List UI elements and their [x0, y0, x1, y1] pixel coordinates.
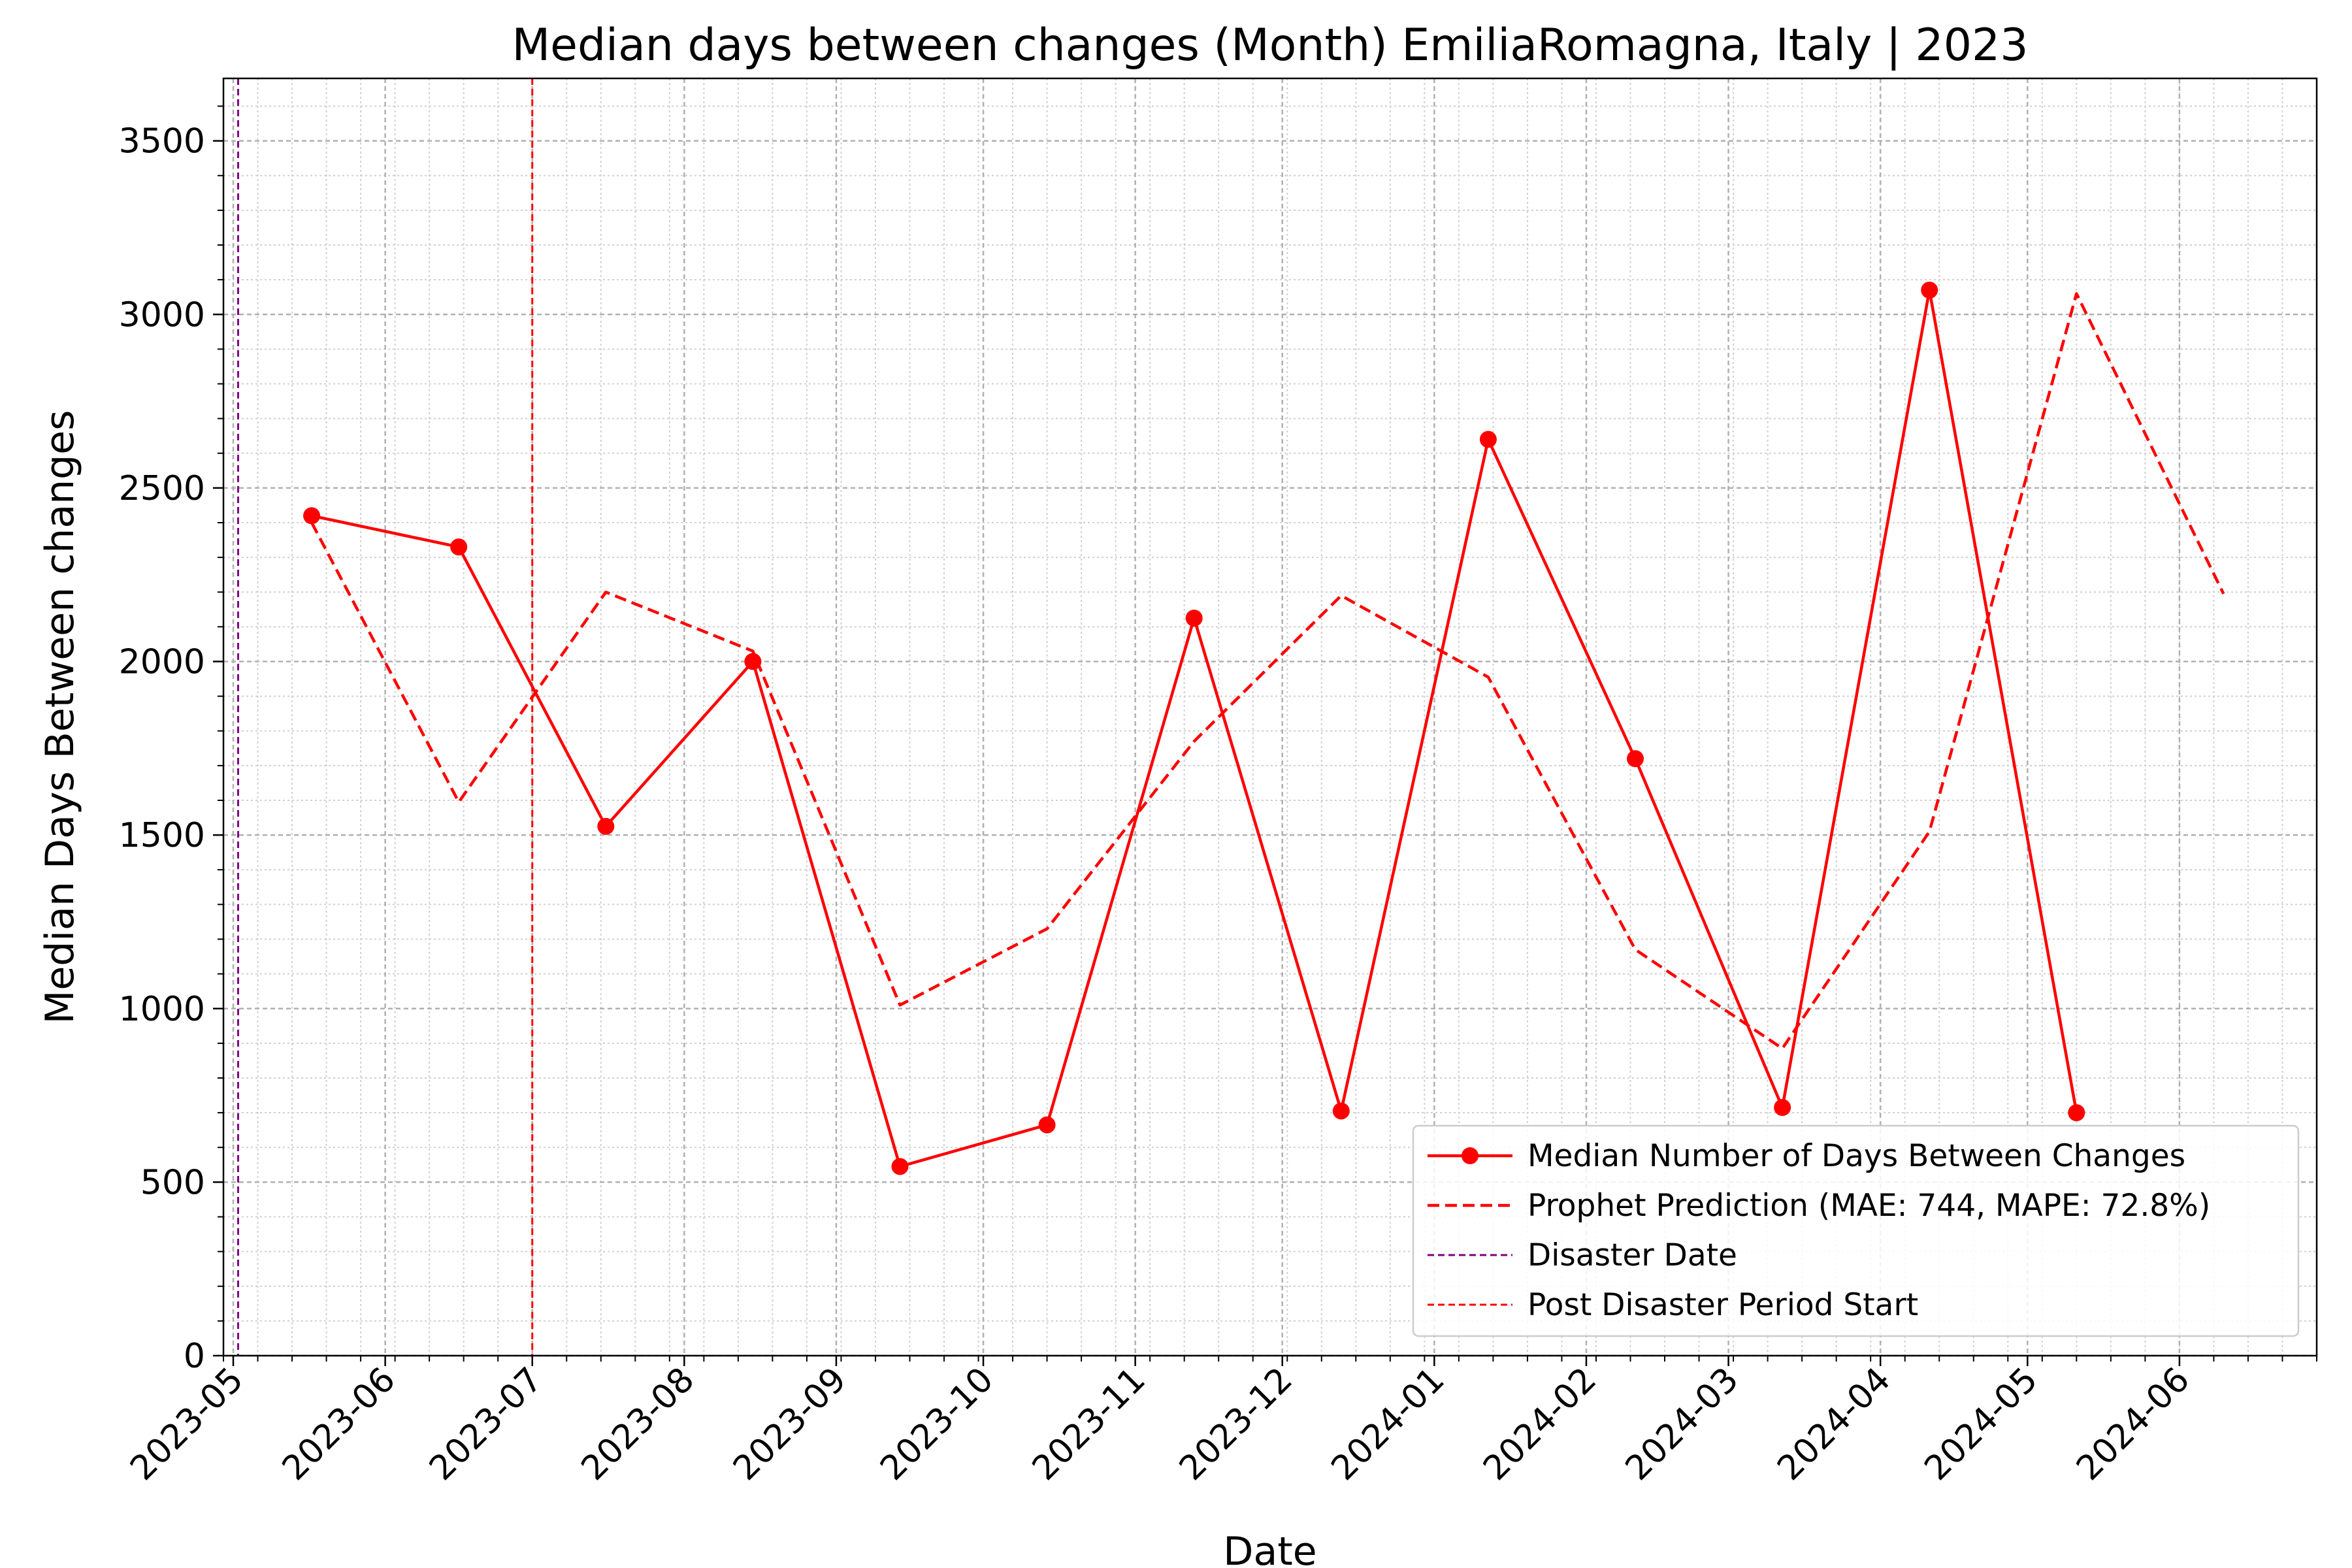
- observed-data-point: [744, 653, 762, 670]
- observed-data-point: [1185, 610, 1203, 627]
- observed-data-point: [1774, 1099, 1791, 1117]
- legend-label: Median Number of Days Between Changes: [1527, 1138, 2185, 1174]
- y-tick-label: 2000: [119, 643, 205, 682]
- observed-data-point: [303, 507, 321, 525]
- observed-data-point: [1038, 1116, 1056, 1134]
- legend: Median Number of Days Between Changes Pro…: [1412, 1124, 2300, 1337]
- chart-title: Median days between changes (Month) Emil…: [512, 20, 2029, 71]
- legend-label: Post Disaster Period Start: [1527, 1287, 1918, 1323]
- observed-data-point: [1627, 750, 1644, 768]
- y-tick-label: 3000: [119, 295, 205, 335]
- legend-box: [1412, 1124, 2300, 1337]
- observed-data-point: [450, 538, 468, 556]
- y-tick-label: 500: [140, 1163, 205, 1202]
- observed-data-point: [1332, 1102, 1350, 1120]
- legend-marker: [1462, 1147, 1478, 1164]
- observed-data-point: [1921, 282, 1938, 299]
- x-axis-title: Date: [1223, 1529, 1316, 1568]
- y-tick-label: 1000: [119, 990, 205, 1029]
- y-tick-label: 3500: [119, 122, 205, 161]
- observed-data-point: [2068, 1104, 2085, 1122]
- plot-frame: [222, 77, 2318, 1357]
- y-axis-title: Median Days Between changes: [37, 410, 83, 1024]
- observed-data-point: [891, 1158, 909, 1175]
- y-tick-label: 0: [184, 1337, 205, 1376]
- legend-label: Disaster Date: [1527, 1237, 1737, 1273]
- prediction-series-line: [310, 292, 2225, 1051]
- legend-label: Prophet Prediction (MAE: 744, MAPE: 72.8…: [1527, 1188, 2210, 1224]
- observed-data-point: [1479, 431, 1497, 448]
- y-tick-label: 1500: [119, 816, 205, 855]
- y-tick-label: 2500: [119, 469, 205, 508]
- observed-data-point: [597, 817, 615, 835]
